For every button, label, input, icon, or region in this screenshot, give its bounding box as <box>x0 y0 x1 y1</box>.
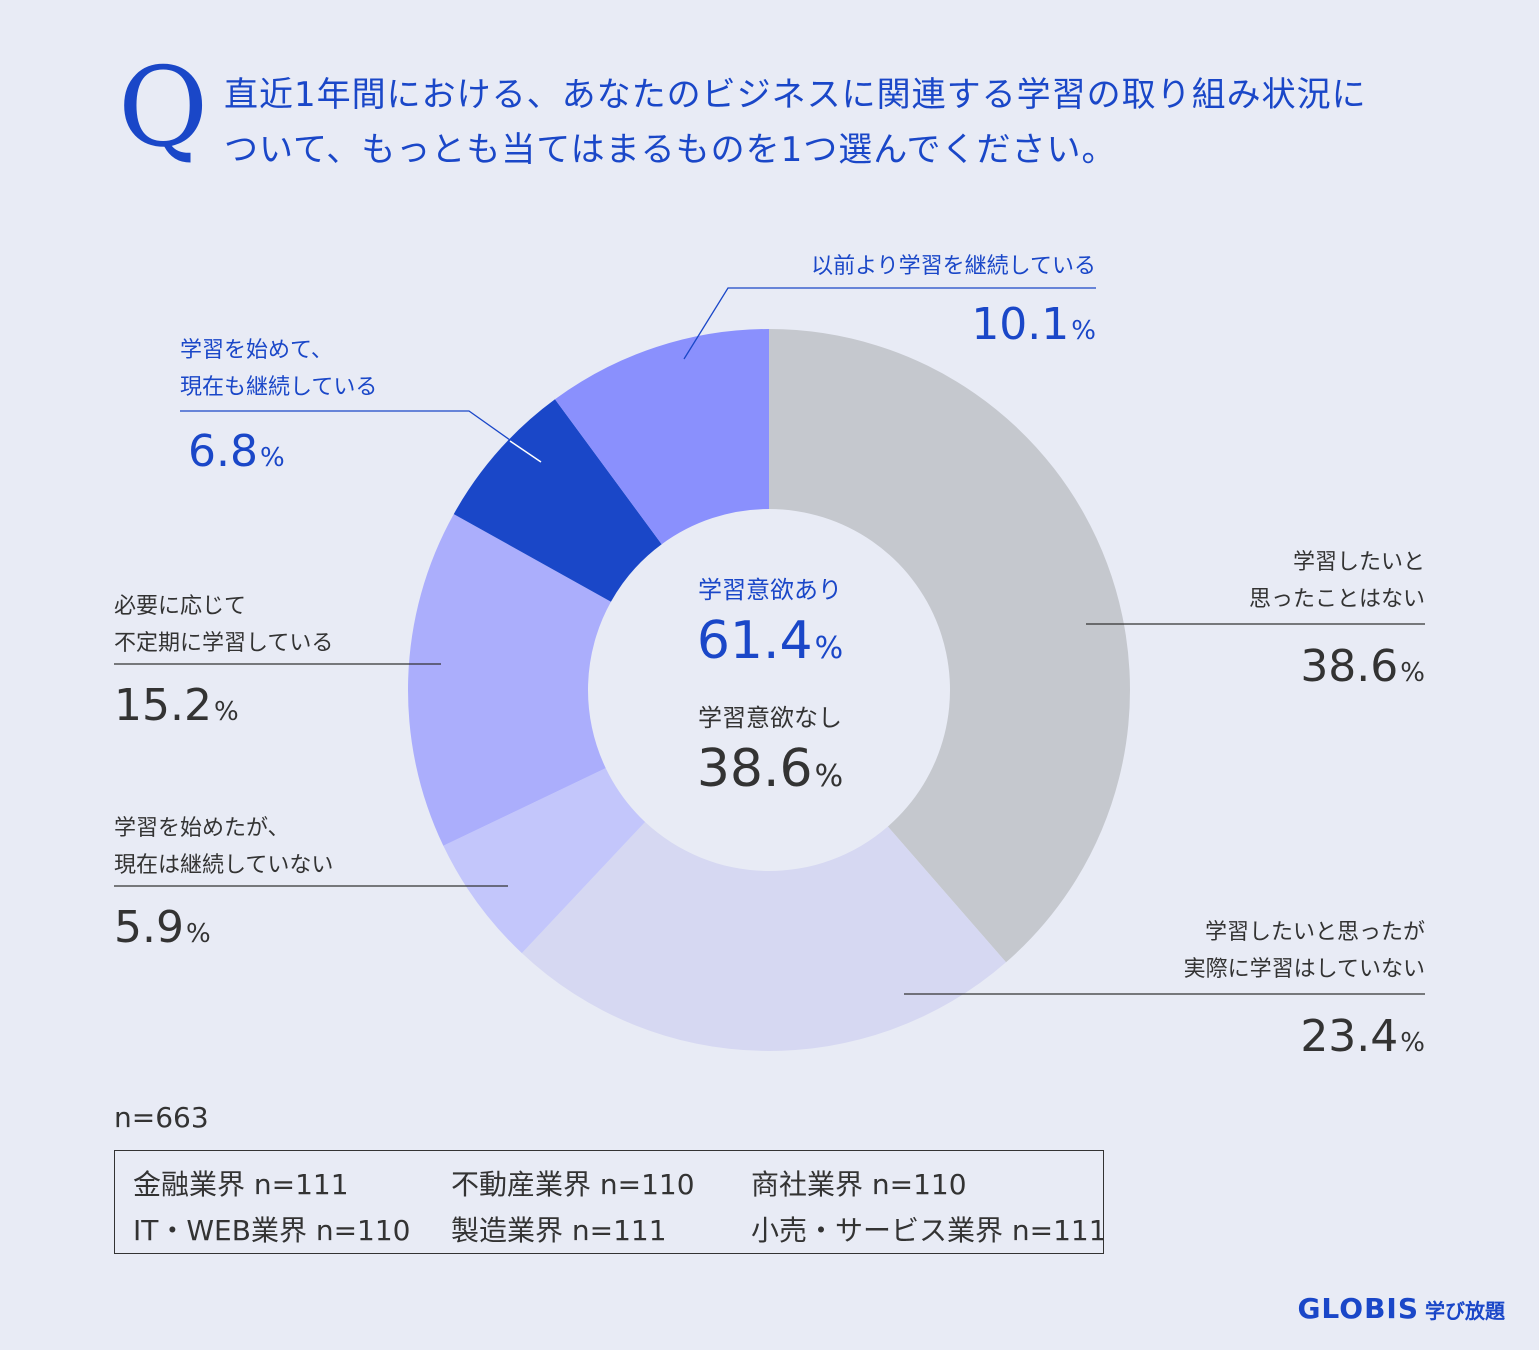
sample-breakdown-box: 金融業界 n=111 不動産業界 n=110 商社業界 n=110 IT・WEB… <box>114 1150 1107 1254</box>
question-text: 直近1年間における、あなたのビジネスに関連する学習の取り組み状況に ついて、もっ… <box>224 68 1444 178</box>
value-started-stopped: 5.9% <box>114 902 211 953</box>
value-long-continuing: 10.1% <box>971 299 1096 350</box>
leader-long-continuing <box>683 287 1096 360</box>
value-started-continuing: 6.8% <box>188 426 285 477</box>
label-long-continuing: 以前より学習を継続している <box>811 254 1096 279</box>
slice-wanted-not-started <box>521 821 1007 1051</box>
motivated-value: 61.4% <box>696 611 844 671</box>
value-irregular: 15.2% <box>114 680 239 731</box>
sample-group: IT・WEB業界 n=110 <box>133 1214 411 1247</box>
center-summary: 学習意欲あり 61.4% 学習意欲なし 38.6% <box>620 570 920 808</box>
sample-group: 不動産業界 n=110 <box>451 1168 695 1201</box>
globis-logo: GLOBIS 学び放題 <box>1297 1292 1505 1325</box>
leader-tick <box>509 440 542 463</box>
sample-group: 商社業界 n=110 <box>751 1168 967 1201</box>
label-started-stopped: 学習を始めたが、 現在は継続していない <box>114 816 334 878</box>
question-line-1: 直近1年間における、あなたのビジネスに関連する学習の取り組み状況に <box>224 75 1367 115</box>
label-wanted-not-started: 学習したいと思ったが 実際に学習はしていない <box>1183 920 1425 982</box>
sample-total: n=663 <box>114 1101 209 1134</box>
value-never-wanted: 38.6% <box>1300 641 1425 692</box>
value-wanted-not-started: 23.4% <box>1300 1011 1425 1062</box>
slice-irregular <box>407 514 611 846</box>
label-started-continuing: 学習を始めて、 現在も継続している <box>180 338 378 400</box>
logo-sub: 学び放題 <box>1425 1299 1505 1323</box>
slice-started-continuing <box>453 399 662 602</box>
sample-group: 小売・サービス業界 n=111 <box>751 1214 1107 1247</box>
q-mark: Q <box>118 43 209 171</box>
slice-never-wanted <box>769 329 1130 963</box>
sample-group: 金融業界 n=111 <box>133 1168 349 1201</box>
sample-group: 製造業界 n=111 <box>451 1214 667 1247</box>
slice-started-stopped <box>443 768 646 954</box>
unmotivated-label: 学習意欲なし <box>698 704 842 732</box>
label-never-wanted: 学習したいと 思ったことはない <box>1248 550 1425 612</box>
motivated-label: 学習意欲あり <box>698 576 842 604</box>
unmotivated-value: 38.6% <box>696 739 844 799</box>
slice-long-continuing <box>554 329 769 545</box>
label-irregular: 必要に応じて 不定期に学習している <box>114 594 334 656</box>
question-line-2: ついて、もっとも当てはまるものを1つ選んでください。 <box>224 130 1117 170</box>
logo-main: GLOBIS <box>1297 1292 1419 1325</box>
